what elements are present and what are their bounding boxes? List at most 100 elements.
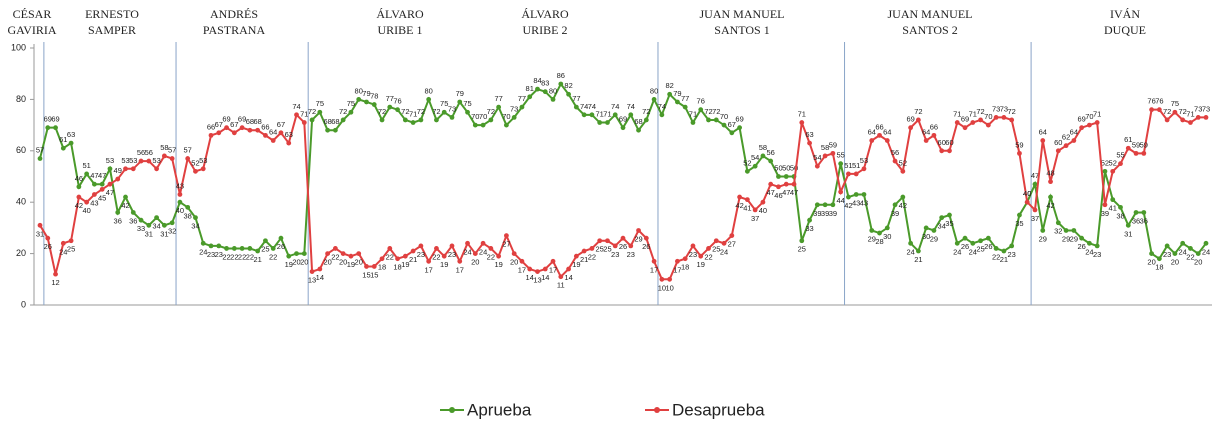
data-label: 24 xyxy=(463,247,471,256)
point xyxy=(449,114,455,120)
y-tick-label: 20 xyxy=(16,248,26,258)
data-label: 69 xyxy=(222,115,230,124)
data-label: 47 xyxy=(90,171,98,180)
point xyxy=(799,120,805,125)
point xyxy=(1133,210,1139,215)
data-label: 23 xyxy=(611,250,619,259)
point xyxy=(597,120,603,125)
data-label: 52 xyxy=(1101,158,1109,167)
data-label: 72 xyxy=(378,107,386,116)
point xyxy=(542,266,548,272)
data-label: 42 xyxy=(735,201,743,210)
point xyxy=(332,127,338,133)
period-label: SANTOS 1 xyxy=(714,23,769,37)
point xyxy=(402,117,408,123)
data-label: 80 xyxy=(424,86,432,95)
point xyxy=(1024,199,1030,205)
point xyxy=(900,168,906,174)
data-label: 30 xyxy=(922,232,930,241)
point xyxy=(231,246,237,251)
data-label: 41 xyxy=(743,204,751,213)
point xyxy=(620,235,626,241)
point xyxy=(1102,168,1108,174)
point xyxy=(1188,120,1193,125)
data-label: 72 xyxy=(712,107,720,116)
data-label: 53 xyxy=(129,156,137,165)
point xyxy=(154,215,160,221)
period-label: JUAN MANUEL xyxy=(700,7,785,21)
data-label: 71 xyxy=(596,110,604,119)
point xyxy=(511,251,517,256)
point xyxy=(931,228,937,233)
point xyxy=(884,138,890,143)
data-label: 76 xyxy=(697,97,705,106)
point xyxy=(737,125,742,131)
data-label: 57 xyxy=(184,145,192,154)
data-label: 17 xyxy=(424,265,432,274)
point xyxy=(527,94,533,100)
data-label: 72 xyxy=(642,107,650,116)
data-label: 77 xyxy=(494,94,502,103)
point xyxy=(154,166,160,172)
point xyxy=(1094,243,1100,249)
data-label: 40 xyxy=(759,206,767,215)
data-label: 60 xyxy=(945,138,953,147)
period-label: URIBE 2 xyxy=(523,23,568,37)
data-label: 80 xyxy=(650,86,658,95)
data-label: 52 xyxy=(743,158,751,167)
data-label: 26 xyxy=(619,242,627,251)
data-label: 76 xyxy=(1155,97,1163,106)
data-label: 74 xyxy=(658,102,666,111)
data-label: 49 xyxy=(114,166,122,175)
point xyxy=(1110,168,1116,174)
data-label: 22 xyxy=(230,252,238,261)
data-label: 20 xyxy=(510,258,518,267)
data-label: 14 xyxy=(526,273,534,282)
point xyxy=(231,130,237,136)
data-label: 23 xyxy=(1163,250,1171,259)
point xyxy=(161,153,167,159)
point xyxy=(332,246,338,251)
period-label: SAMPER xyxy=(88,23,136,37)
point xyxy=(1141,150,1147,156)
data-label: 40 xyxy=(176,206,184,215)
data-label: 67 xyxy=(277,120,285,129)
point xyxy=(294,251,299,256)
point xyxy=(457,99,463,105)
point xyxy=(1009,117,1015,123)
data-label: 23 xyxy=(207,250,215,259)
point xyxy=(1118,204,1123,210)
data-label: 75 xyxy=(463,99,471,108)
point xyxy=(783,174,789,179)
data-label: 66 xyxy=(875,122,883,131)
data-label: 59 xyxy=(1140,140,1148,149)
data-label: 76 xyxy=(393,97,401,106)
point xyxy=(356,97,362,102)
point xyxy=(776,184,781,190)
y-tick-label: 0 xyxy=(21,299,26,309)
point xyxy=(814,163,820,169)
data-label: 43 xyxy=(860,198,868,207)
data-label: 70 xyxy=(471,112,479,121)
data-label: 71 xyxy=(689,110,697,119)
data-label: 69 xyxy=(238,115,246,124)
data-label: 26 xyxy=(277,242,285,251)
data-label: 40 xyxy=(1023,189,1031,198)
point xyxy=(698,253,704,259)
point xyxy=(185,156,191,161)
data-label: 54 xyxy=(813,153,821,162)
data-label: 36 xyxy=(1132,216,1140,225)
point xyxy=(892,158,898,164)
point xyxy=(643,117,649,123)
data-label: 52 xyxy=(1109,158,1117,167)
data-label: 75 xyxy=(1171,99,1179,108)
data-label: 20 xyxy=(1147,258,1155,267)
point xyxy=(667,276,673,282)
data-label: 74 xyxy=(588,102,596,111)
point xyxy=(371,264,377,269)
point xyxy=(1079,235,1085,241)
point xyxy=(348,253,354,259)
point xyxy=(449,243,455,249)
point xyxy=(53,125,58,131)
